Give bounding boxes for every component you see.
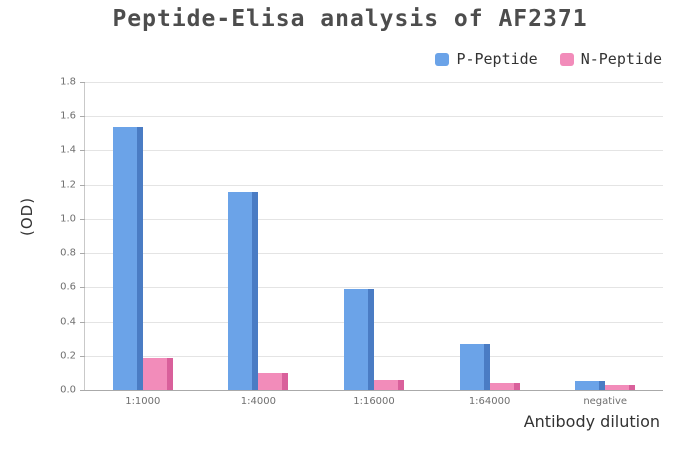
legend-swatch-p-peptide (435, 52, 450, 66)
bar-n-peptide-1:16000 (374, 379, 404, 390)
y-tick-label: 1.8 (60, 76, 76, 88)
x-tick-label: 1:1000 (125, 396, 161, 407)
x-tick-label: negative (583, 396, 628, 407)
y-tick-label: 0.6 (60, 281, 76, 293)
plot-area: 0.0 0.2 0.4 0.6 0.8 1.0 1.2 1.4 1.6 1.8 1:1000 1:40… (60, 77, 663, 407)
x-tick-label: 1:16000 (353, 396, 395, 407)
y-tick-mark (80, 184, 85, 186)
y-tick-mark (80, 82, 85, 83)
y-tick-mark (80, 218, 85, 220)
gridline (85, 116, 663, 118)
legend-swatch-n-peptide (559, 52, 574, 66)
y-tick-mark (80, 287, 85, 289)
y-tick-label: 0.2 (60, 350, 76, 362)
bar-p-peptide-1:64000 (459, 343, 490, 390)
y-tick-mark (80, 321, 85, 323)
y-tick-mark (80, 253, 85, 255)
bar-p-peptide-1:4000 (228, 191, 259, 390)
gridline (85, 287, 663, 289)
y-tick-label: 1.2 (60, 179, 76, 191)
gridline (85, 150, 663, 152)
gridline (85, 321, 663, 323)
y-tick-mark (80, 150, 85, 152)
y-axis-title: (OD) (18, 196, 36, 236)
y-tick-label: 1.0 (60, 213, 76, 225)
y-tick-label: 1.4 (60, 144, 76, 156)
bar-n-peptide-1:4000 (258, 372, 289, 390)
legend-item-p-peptide[interactable]: P-Peptide (435, 50, 538, 68)
bar-n-peptide-1:1000 (142, 357, 173, 390)
y-tick-label: 0.4 (60, 316, 76, 328)
x-axis-title: Antibody dilution (523, 412, 660, 431)
legend-label-p-peptide: P-Peptide (456, 50, 538, 68)
gridline (85, 253, 663, 255)
gridline (85, 218, 663, 220)
gridline (85, 184, 663, 186)
legend-label-n-peptide: N-Peptide (580, 50, 662, 68)
bar-p-peptide-1:16000 (344, 289, 374, 390)
y-tick-mark (80, 355, 85, 357)
legend-item-n-peptide[interactable]: N-Peptide (559, 50, 662, 68)
x-tick-label: 1:4000 (240, 396, 276, 407)
bar-p-peptide-negative (575, 381, 606, 390)
y-tick-label: 0.0 (60, 384, 76, 396)
gridline (85, 82, 663, 83)
chart-title: Peptide-Elisa analysis of AF2371 (112, 6, 588, 32)
bar-p-peptide-1:1000 (112, 126, 143, 390)
gridline (85, 355, 663, 357)
bar-n-peptide-1:64000 (489, 383, 520, 390)
y-tick-label: 1.6 (60, 110, 76, 122)
x-tick-label: 1:64000 (468, 396, 511, 407)
legend: P-Peptide N-Peptide (435, 50, 662, 68)
bar-n-peptide-negative (605, 384, 636, 390)
y-tick-label: 0.8 (60, 247, 76, 259)
y-tick-mark (80, 390, 85, 391)
y-tick-mark (80, 116, 85, 118)
